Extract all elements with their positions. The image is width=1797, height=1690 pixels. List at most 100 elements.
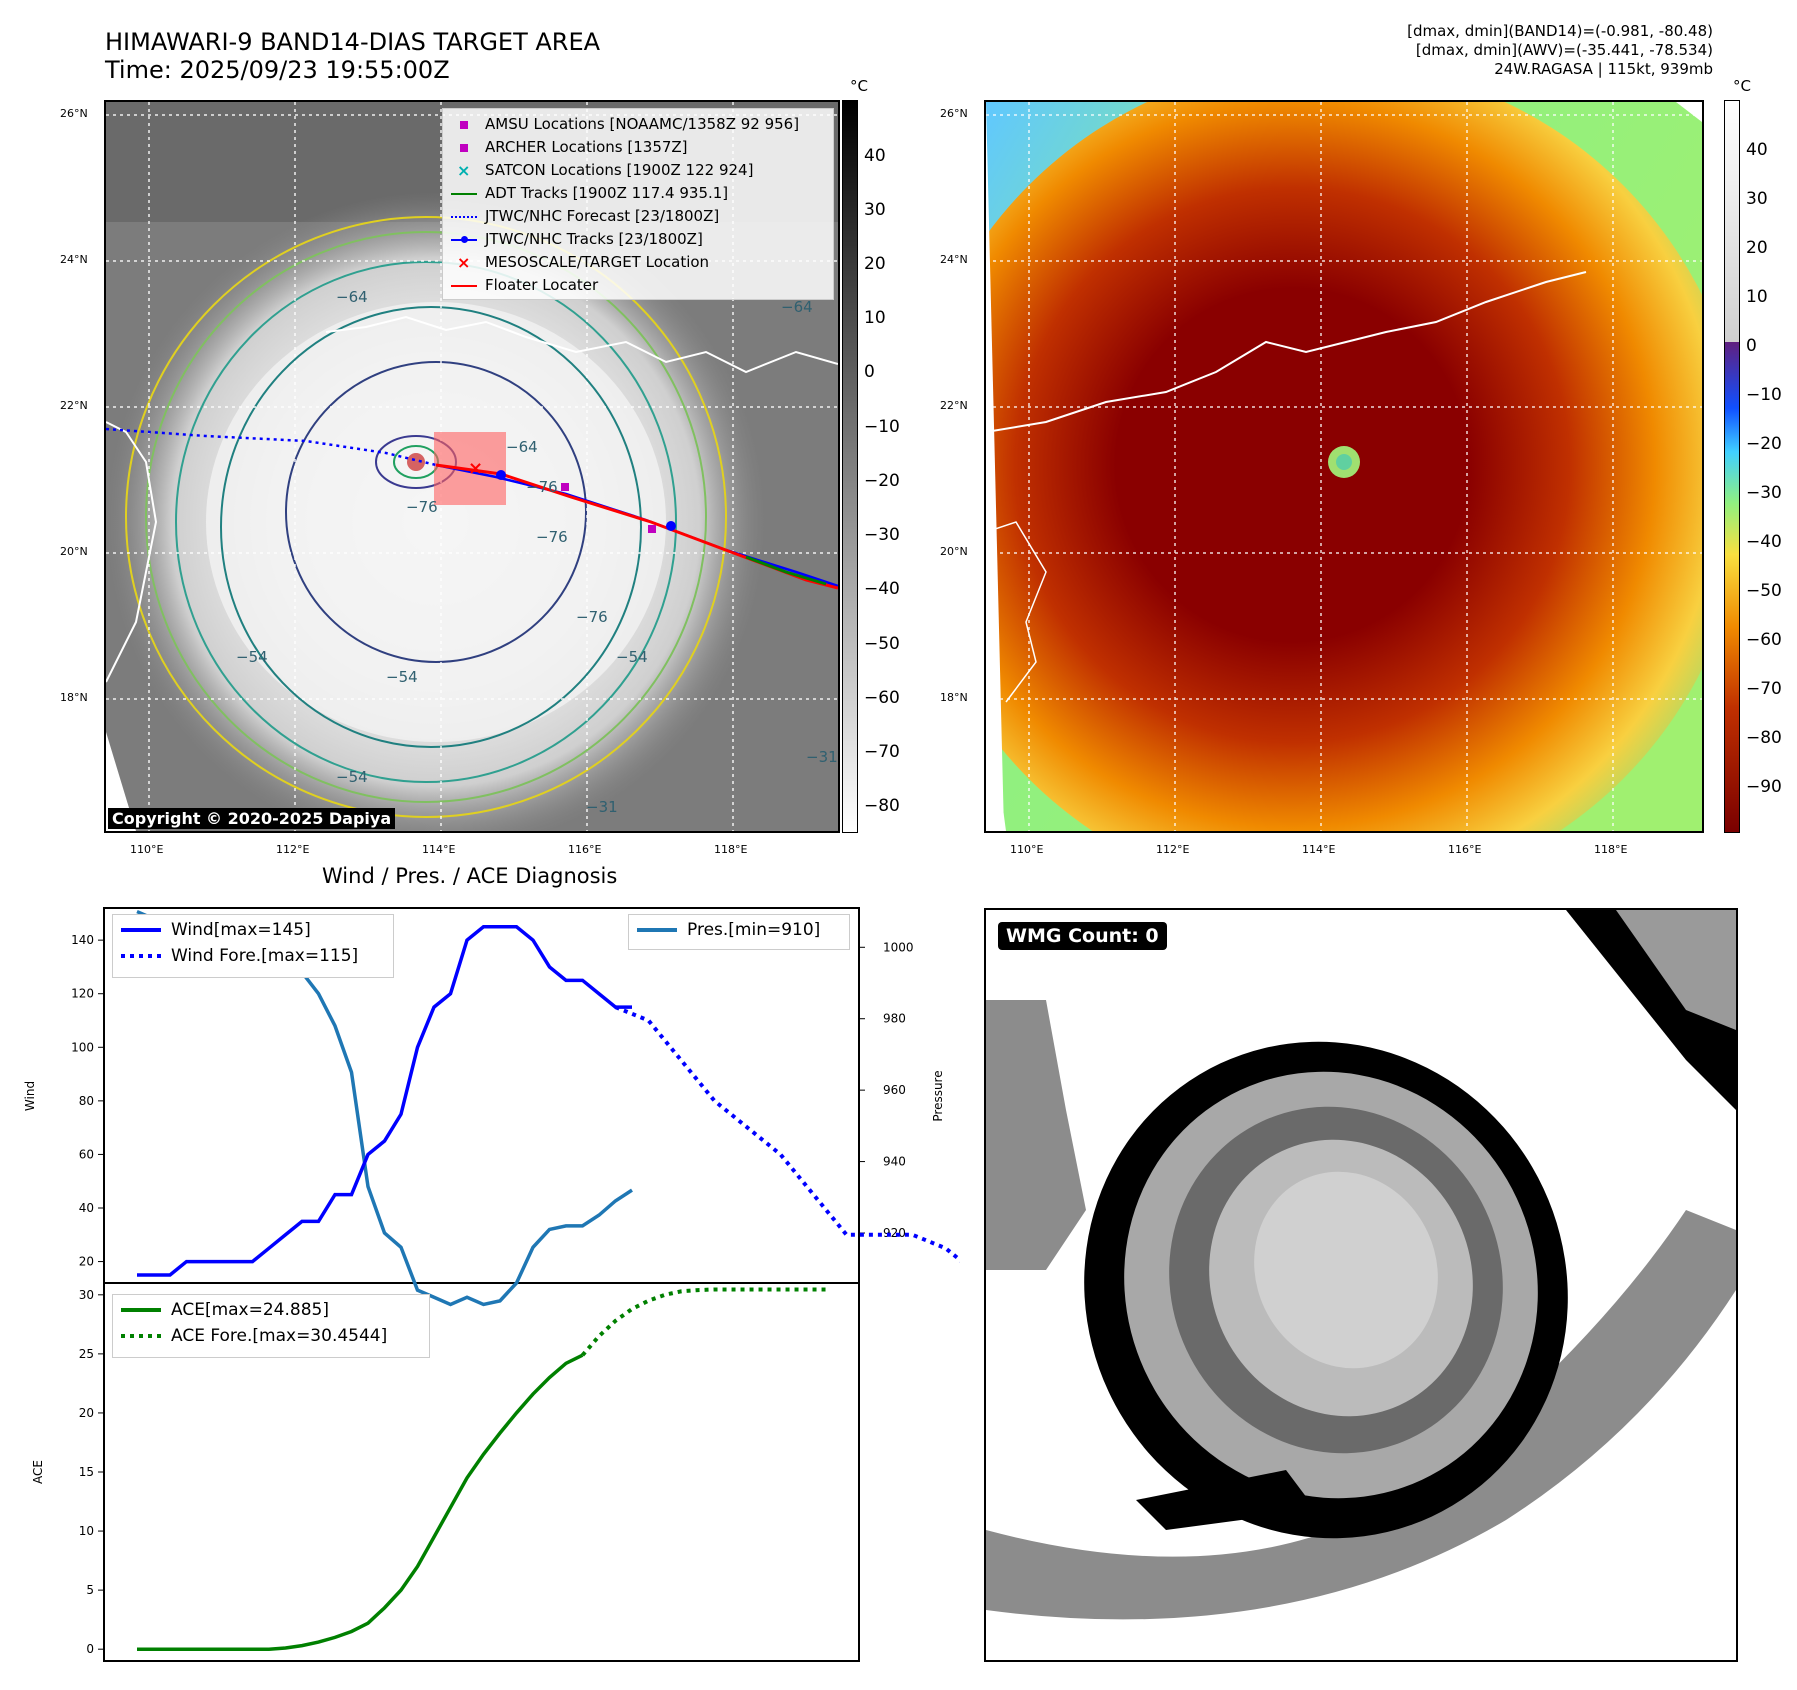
lon-label: 112°E xyxy=(276,843,310,856)
lat-label: 26°N xyxy=(60,107,88,120)
colorbar-tick: −30 xyxy=(1746,483,1782,503)
wmg-image xyxy=(986,910,1736,1620)
lat-label: 24°N xyxy=(940,253,968,266)
legend-entry-satcon: × SATCON Locations [1900Z 122 924] xyxy=(451,159,825,182)
wind-tick-label: 40 xyxy=(79,1201,94,1215)
x-marker-icon: × xyxy=(457,160,471,180)
left-colorbar xyxy=(842,100,858,833)
colorbar-tick: −50 xyxy=(864,634,900,654)
colorbar-tick: −20 xyxy=(864,471,900,491)
map-legend: AMSU Locations [NOAAMC/1358Z 92 956] ARC… xyxy=(442,108,834,300)
legend-entry-archer: ARCHER Locations [1357Z] xyxy=(451,136,825,159)
lon-label: 118°E xyxy=(1594,843,1628,856)
colorbar-tick: 10 xyxy=(864,308,886,328)
wind-tick-label: 100 xyxy=(71,1040,94,1054)
colorbar-tick: 30 xyxy=(1746,189,1768,209)
colorbar-tick: −40 xyxy=(1746,532,1782,552)
legend-entry-jtwc-tracks: JTWC/NHC Tracks [23/1800Z] xyxy=(451,228,825,251)
wind-axis-label: Wind xyxy=(23,1081,37,1111)
pressure-tick-label: 920 xyxy=(883,1226,906,1240)
contour-label: −54 xyxy=(386,668,418,686)
copyright-label: Copyright © 2020-2025 Dapiya xyxy=(108,808,396,829)
wind-tick-label: 20 xyxy=(79,1255,94,1269)
lat-label: 22°N xyxy=(940,399,968,412)
ace-axis-label: ACE xyxy=(31,1460,45,1484)
contour-label: −64 xyxy=(781,298,813,316)
colorbar-tick: −90 xyxy=(1746,777,1782,797)
right-colorbar-unit: °C xyxy=(1733,77,1751,95)
legend-entry-mesoscale: × MESOSCALE/TARGET Location xyxy=(451,251,825,274)
left-colorbar-unit: °C xyxy=(850,77,868,95)
lon-label: 114°E xyxy=(422,843,456,856)
colorbar-tick: −10 xyxy=(1746,385,1782,405)
pressure-tick-label: 940 xyxy=(883,1155,906,1169)
colorbar-tick: −60 xyxy=(864,688,900,708)
pressure-axis-label: Pressure xyxy=(931,1070,945,1121)
pressure-tick-label: 1000 xyxy=(883,940,914,954)
colorbar-tick: −40 xyxy=(864,579,900,599)
contour-label: −76 xyxy=(406,498,438,516)
colorbar-tick: −80 xyxy=(864,796,900,816)
ace-tick-label: 25 xyxy=(79,1347,94,1361)
lat-label: 22°N xyxy=(60,399,88,412)
colorbar-tick: 0 xyxy=(1746,336,1757,356)
colorbar-tick: −30 xyxy=(864,525,900,545)
wmg-count-badge: WMG Count: 0 xyxy=(998,922,1167,950)
lon-label: 110°E xyxy=(130,843,164,856)
line-icon xyxy=(121,928,161,932)
diagnosis-title: Wind / Pres. / ACE Diagnosis xyxy=(322,864,618,888)
figure-title-line1: HIMAWARI-9 BAND14-DIAS TARGET AREA xyxy=(105,28,601,56)
ace-tick-label: 15 xyxy=(79,1465,94,1479)
colorbar-tick: 30 xyxy=(864,200,886,220)
colorbar-tick: −70 xyxy=(1746,679,1782,699)
ace-tick-label: 20 xyxy=(79,1406,94,1420)
right-colorbar xyxy=(1724,100,1740,833)
line-icon xyxy=(637,928,677,932)
lat-label: 24°N xyxy=(60,253,88,266)
lon-label: 116°E xyxy=(568,843,602,856)
lon-label: 110°E xyxy=(1010,843,1044,856)
wind-tick-label: 120 xyxy=(71,987,94,1001)
square-marker-icon xyxy=(451,141,477,155)
colorbar-tick: 0 xyxy=(864,362,875,382)
pressure-legend: Pres.[min=910] xyxy=(628,914,850,950)
colorbar-tick: 40 xyxy=(1746,140,1768,160)
legend-entry-ace: ACE[max=24.885] xyxy=(121,1297,421,1323)
x-marker-icon: × xyxy=(457,252,471,272)
legend-entry-floater: Floater Locater xyxy=(451,274,825,297)
colorbar-tick: 20 xyxy=(864,254,886,274)
info-line1: [dmax, dmin](BAND14)=(-0.981, -80.48) xyxy=(1407,22,1713,40)
awv-map-panel xyxy=(984,100,1704,833)
amsu-marker xyxy=(561,483,569,491)
legend-entry-pressure: Pres.[min=910] xyxy=(637,917,841,943)
legend-entry-wind-forecast: Wind Fore.[max=115] xyxy=(121,943,385,969)
contour-label: −54 xyxy=(616,648,648,666)
dotted-line-icon xyxy=(451,210,477,224)
colorbar-tick: 10 xyxy=(1746,287,1768,307)
legend-entry-adt: ADT Tracks [1900Z 117.4 935.1] xyxy=(451,182,825,205)
pressure-tick-label: 960 xyxy=(883,1083,906,1097)
figure-title-line2: Time: 2025/09/23 19:55:00Z xyxy=(105,56,450,84)
legend-entry-wind: Wind[max=145] xyxy=(121,917,385,943)
contour-label: −64 xyxy=(506,438,538,456)
ace-tick-label: 0 xyxy=(86,1642,94,1656)
ace-tick-label: 5 xyxy=(86,1583,94,1597)
info-line2: [dmax, dmin](AWV)=(-35.441, -78.534) xyxy=(1415,41,1713,59)
ace-legend: ACE[max=24.885] ACE Fore.[max=30.4544] xyxy=(112,1294,430,1358)
ace-tick-label: 30 xyxy=(79,1288,94,1302)
contour-label: −54 xyxy=(236,648,268,666)
dotted-line-icon xyxy=(121,1334,161,1338)
line-icon xyxy=(451,279,477,293)
colorbar-tick: −20 xyxy=(1746,434,1782,454)
dotted-line-icon xyxy=(121,954,161,958)
colorbar-tick: 20 xyxy=(1746,238,1768,258)
lat-label: 18°N xyxy=(60,691,88,704)
wind-tick-label: 140 xyxy=(71,933,94,947)
contour-label: −31 xyxy=(806,748,838,766)
lon-label: 118°E xyxy=(714,843,748,856)
line-dot-icon xyxy=(451,233,477,247)
square-marker-icon xyxy=(451,118,477,132)
contour-label: −54 xyxy=(336,768,368,786)
lat-label: 20°N xyxy=(60,545,88,558)
ir-map-panel: × −64 −64 −64 −76 −76 −76 −76 −54 −54 −5… xyxy=(104,100,840,833)
